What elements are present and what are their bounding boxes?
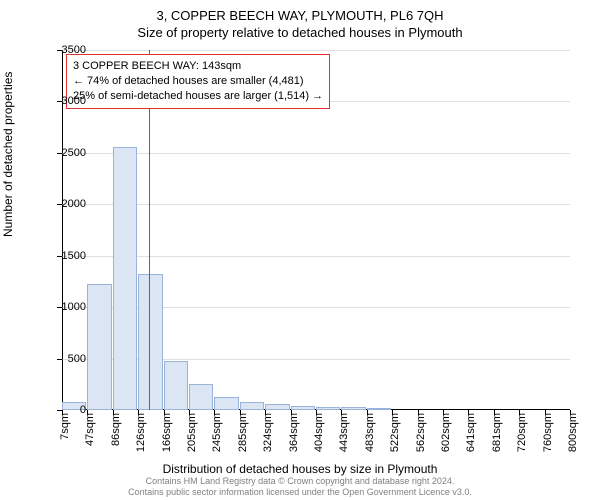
bar [341,407,365,410]
x-tick-label: 7sqm [59,413,71,463]
chart-subtitle: Size of property relative to detached ho… [0,23,600,40]
y-tick-label: 1000 [46,301,86,313]
x-tick-label: 602sqm [440,413,452,463]
footer-line2: Contains public sector information licen… [0,487,600,498]
y-tick-label: 2500 [46,147,86,159]
y-tick-label: 3000 [46,95,86,107]
footer-line1: Contains HM Land Registry data © Crown c… [0,476,600,487]
y-tick-label: 500 [46,353,86,365]
x-tick-label: 285sqm [237,413,249,463]
bar [291,406,315,410]
annotation-box: 3 COPPER BEECH WAY: 143sqm ← 74% of deta… [66,54,330,109]
annotation-line1: 3 COPPER BEECH WAY: 143sqm [73,59,323,74]
x-tick-label: 324sqm [262,413,274,463]
plot-area: 3 COPPER BEECH WAY: 143sqm ← 74% of deta… [62,50,570,410]
x-tick-label: 205sqm [186,413,198,463]
bar [316,407,340,410]
bar [164,361,188,410]
bar [138,274,162,410]
x-tick-label: 126sqm [135,413,147,463]
x-tick-label: 522sqm [389,413,401,463]
y-tick-label: 2000 [46,198,86,210]
y-tick-label: 0 [46,404,86,416]
x-tick-label: 166sqm [161,413,173,463]
x-tick-label: 364sqm [288,413,300,463]
x-tick-label: 681sqm [491,413,503,463]
bar [87,284,111,411]
y-tick-label: 1500 [46,250,86,262]
x-tick-label: 47sqm [84,413,96,463]
chart-container: 3, COPPER BEECH WAY, PLYMOUTH, PL6 7QH S… [0,0,600,500]
annotation-line2: ← 74% of detached houses are smaller (4,… [73,74,323,89]
bar [214,397,238,410]
bar [189,384,213,410]
x-tick-label: 245sqm [211,413,223,463]
x-axis-title: Distribution of detached houses by size … [0,462,600,476]
x-tick-label: 641sqm [465,413,477,463]
x-tick-label: 86sqm [110,413,122,463]
bar [265,404,289,410]
chart-title: 3, COPPER BEECH WAY, PLYMOUTH, PL6 7QH [0,0,600,23]
x-tick-label: 760sqm [542,413,554,463]
x-tick-label: 562sqm [415,413,427,463]
y-tick-label: 3500 [46,44,86,56]
x-tick-label: 800sqm [567,413,579,463]
x-tick-label: 483sqm [364,413,376,463]
annotation-line3: 25% of semi-detached houses are larger (… [73,89,323,104]
bar [367,408,391,410]
x-tick-label: 443sqm [338,413,350,463]
x-tick-label: 404sqm [313,413,325,463]
x-tick-label: 720sqm [516,413,528,463]
bar [113,147,137,410]
footer: Contains HM Land Registry data © Crown c… [0,476,600,498]
y-axis-title: Number of detached properties [1,72,15,237]
bar [240,402,264,410]
